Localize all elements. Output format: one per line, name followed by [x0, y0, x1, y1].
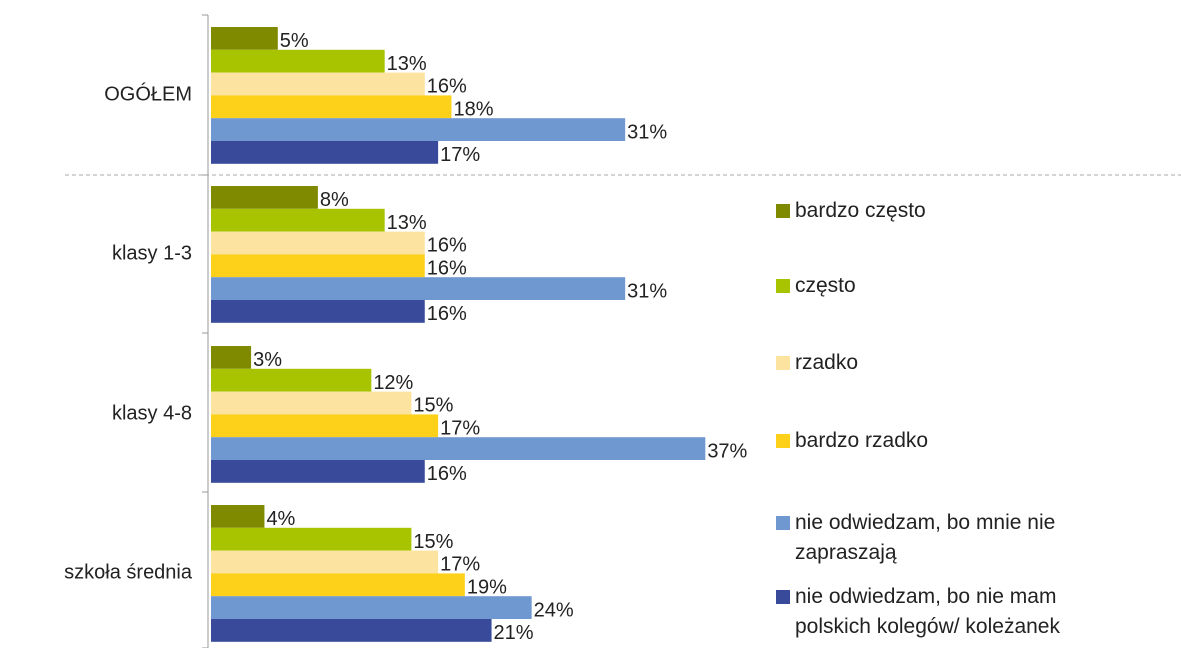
- legend-label: bardzo często: [795, 199, 926, 222]
- value-label: 18%: [453, 99, 493, 121]
- legend-label: nie odwiedzam, bo mnie nie zapraszają: [795, 511, 1056, 564]
- value-label: 13%: [387, 53, 427, 75]
- value-label: 37%: [707, 440, 747, 462]
- bar: [211, 208, 385, 232]
- bar: [211, 596, 532, 619]
- legend-item: bardzo rzadko: [776, 426, 1176, 456]
- legend-item: rzadko: [776, 348, 1176, 378]
- legend-label: często: [795, 274, 856, 297]
- bar: [211, 414, 439, 438]
- category-label: szkoła średnia: [64, 562, 193, 584]
- category-label: OGÓŁEM: [104, 83, 192, 106]
- value-label: 4%: [266, 508, 295, 530]
- legend-label: rzadko: [795, 351, 859, 374]
- value-label: 12%: [373, 372, 413, 394]
- value-label: 15%: [413, 531, 453, 553]
- bar: [211, 391, 412, 415]
- bar: [211, 505, 265, 528]
- value-label: 16%: [427, 303, 467, 325]
- bar: [211, 573, 465, 597]
- value-label: 13%: [387, 212, 427, 234]
- bar: [211, 95, 452, 119]
- bar: [211, 437, 706, 460]
- bar: [211, 49, 385, 73]
- legend-swatch: [776, 204, 790, 218]
- bar: [211, 619, 492, 642]
- value-label: 17%: [440, 418, 480, 440]
- legend-item: nie odwiedzam, bo nie mam polskich koleg…: [776, 582, 1176, 642]
- value-label: 16%: [427, 258, 467, 280]
- value-label: 31%: [627, 280, 667, 302]
- bar: [211, 550, 439, 574]
- value-label: 21%: [494, 622, 534, 644]
- bar: [211, 118, 626, 141]
- category-label: klasy 4-8: [112, 403, 192, 425]
- value-label: 16%: [427, 235, 467, 257]
- value-label: 15%: [413, 395, 453, 417]
- bar: [211, 346, 252, 369]
- legend-label: bardzo rzadko: [795, 429, 929, 452]
- bar: [211, 27, 278, 50]
- legend-item: często: [776, 271, 1176, 301]
- legend-item: bardzo często: [776, 196, 1176, 226]
- category-label: klasy 1-3: [112, 243, 192, 265]
- bar: [211, 300, 425, 323]
- value-label: 5%: [280, 30, 309, 52]
- value-label: 31%: [627, 121, 667, 143]
- value-label: 19%: [467, 577, 507, 599]
- bar: [211, 186, 318, 209]
- bar: [211, 368, 372, 392]
- value-label: 8%: [320, 189, 349, 211]
- legend-swatch: [776, 356, 790, 370]
- value-label: 17%: [440, 144, 480, 166]
- legend-swatch: [776, 516, 790, 530]
- bar: [211, 231, 425, 255]
- value-label: 16%: [427, 463, 467, 485]
- legend-swatch: [776, 590, 790, 604]
- legend-item: nie odwiedzam, bo mnie nie zapraszają: [776, 508, 1176, 568]
- bar: [211, 460, 425, 483]
- bar: [211, 277, 626, 300]
- legend-label: nie odwiedzam, bo nie mam polskich koleg…: [795, 585, 1060, 638]
- bar: [211, 72, 425, 96]
- bar: [211, 254, 425, 278]
- value-label: 24%: [534, 599, 574, 621]
- value-label: 17%: [440, 554, 480, 576]
- value-label: 16%: [427, 76, 467, 98]
- bar: [211, 141, 439, 164]
- value-label: 3%: [253, 349, 282, 371]
- legend-swatch: [776, 434, 790, 448]
- bar: [211, 527, 412, 551]
- legend-swatch: [776, 279, 790, 293]
